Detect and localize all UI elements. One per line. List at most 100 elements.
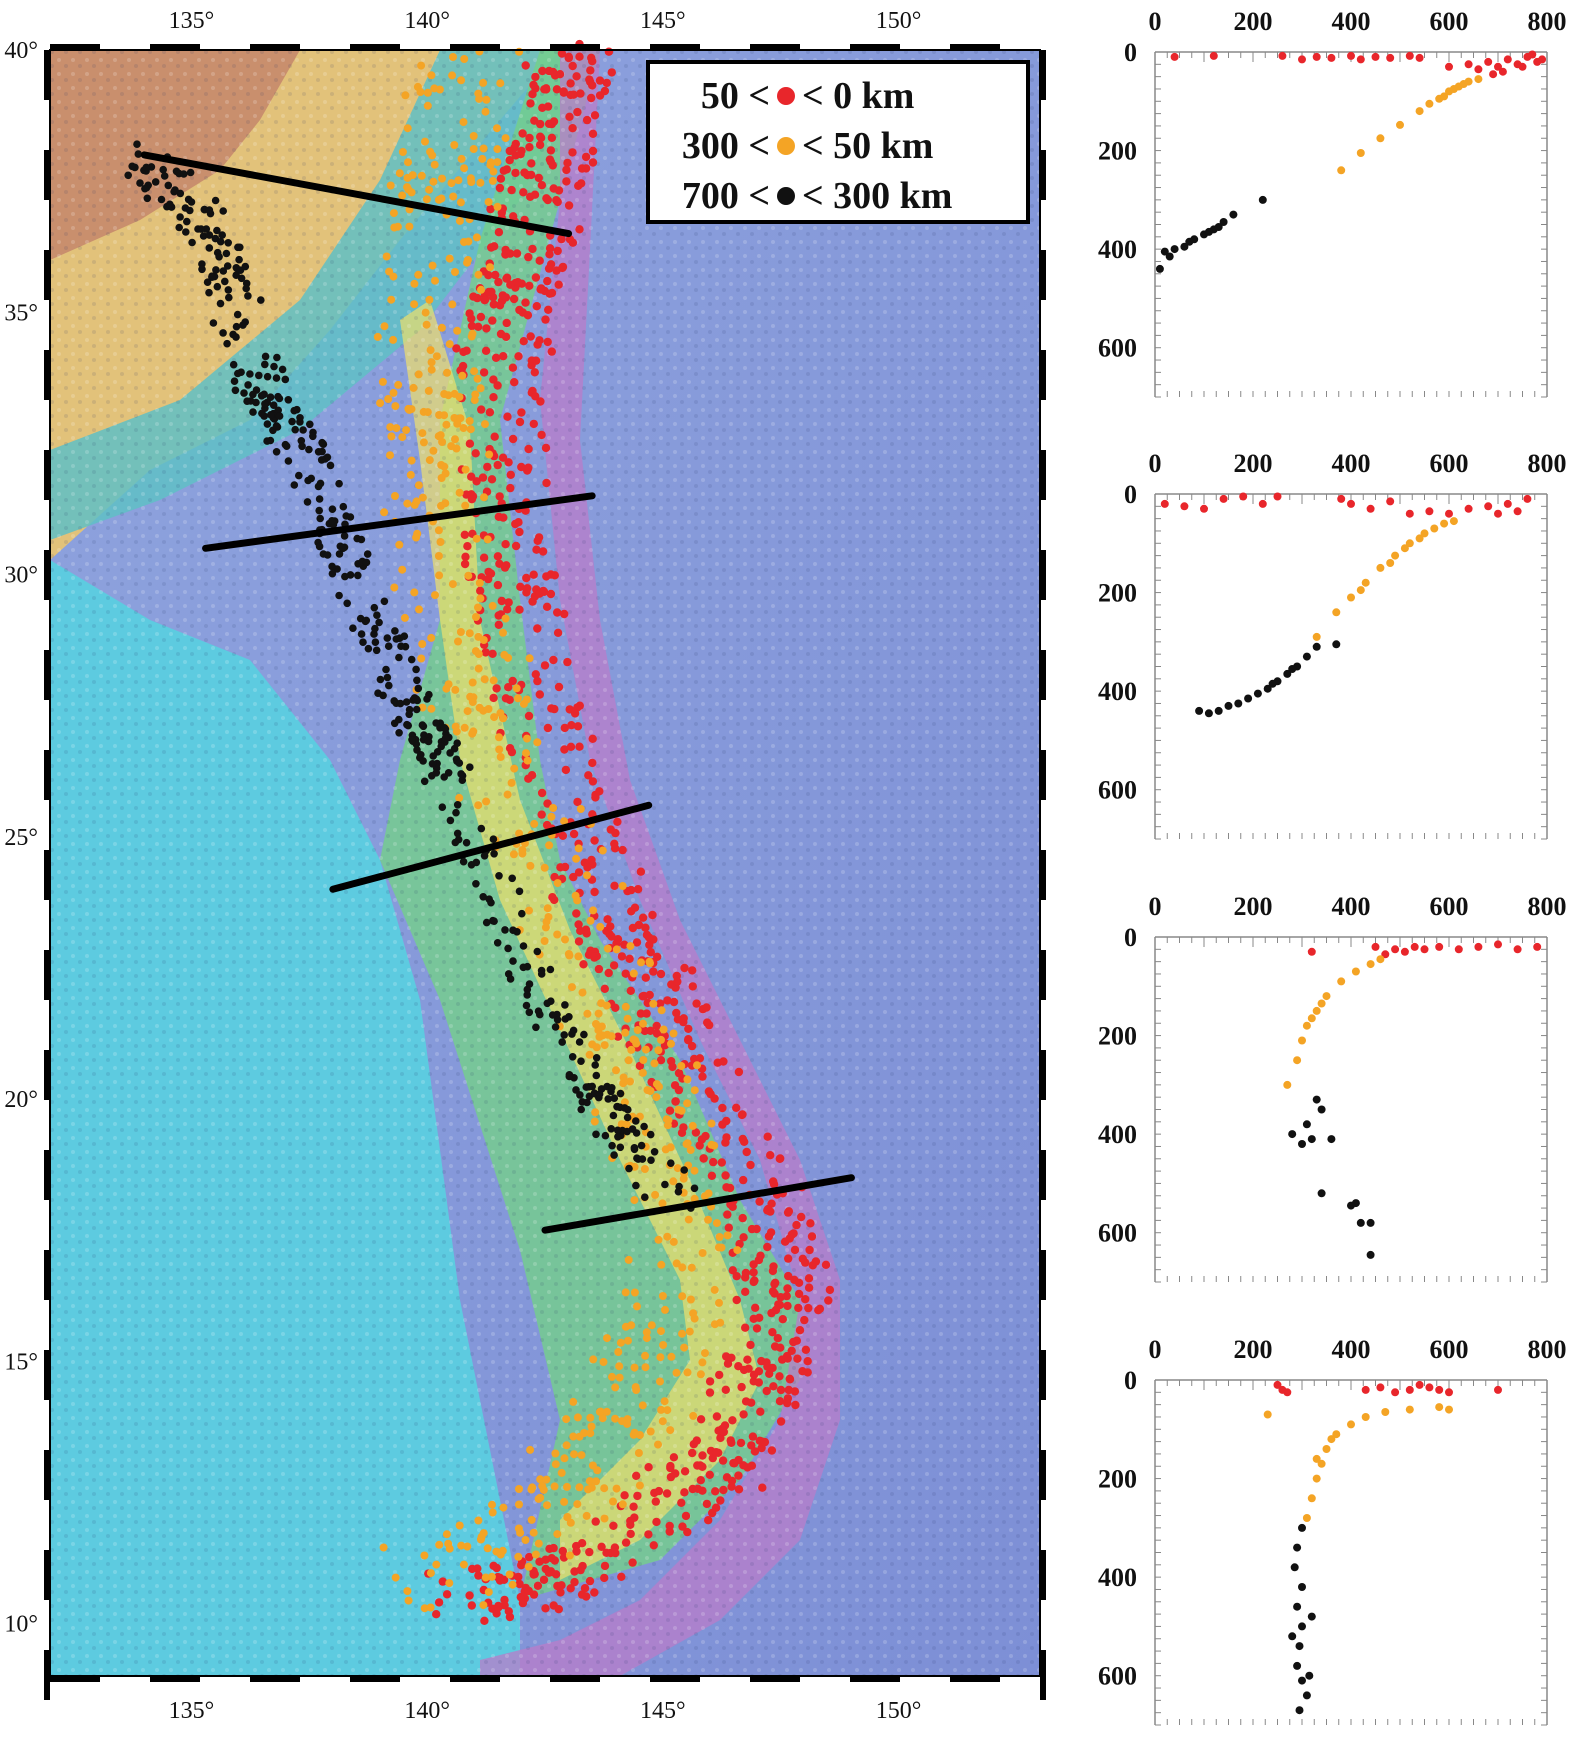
epicenter-dot	[565, 53, 573, 61]
epicenter-dot	[783, 1302, 791, 1310]
legend-marker	[777, 87, 795, 105]
lat-tick-label: 25°	[4, 825, 38, 851]
epicenter-dot	[802, 1346, 810, 1354]
epicenter-dot	[234, 370, 242, 378]
epicenter-dot	[373, 647, 381, 655]
epicenter-dot	[631, 1144, 639, 1152]
epicenter-dot	[792, 1221, 800, 1229]
legend-left-label: 700 <	[682, 175, 770, 217]
y-tick-label: 200	[1098, 1022, 1137, 1051]
epicenter-dot	[384, 395, 392, 403]
epicenter-dot	[572, 1086, 580, 1094]
section-point	[1416, 107, 1424, 115]
epicenter-dot	[699, 1154, 707, 1162]
section-point	[1435, 943, 1443, 951]
epicenter-dot	[596, 91, 604, 99]
epicenter-dot	[393, 635, 401, 643]
epicenter-dot	[664, 1116, 672, 1124]
epicenter-dot	[673, 1369, 681, 1377]
epicenter-dot	[741, 1324, 749, 1332]
epicenter-dot	[476, 704, 484, 712]
border-segment	[1040, 1550, 1046, 1600]
epicenter-dot	[723, 1210, 731, 1218]
epicenter-dot	[424, 89, 432, 97]
epicenter-dot	[800, 1316, 808, 1324]
section-point	[1494, 1386, 1502, 1394]
epicenter-dot	[481, 296, 489, 304]
epicenter-dot	[591, 1061, 599, 1069]
epicenter-dot	[482, 1574, 490, 1582]
epicenter-dot	[496, 492, 504, 500]
epicenter-dot	[646, 1027, 654, 1035]
epicenter-dot	[630, 970, 638, 978]
epicenter-dot	[661, 1397, 669, 1405]
epicenter-dot	[503, 319, 511, 327]
epicenter-dot	[505, 598, 513, 606]
x-tick-label: 600	[1430, 7, 1469, 36]
section-point	[1337, 977, 1345, 985]
epicenter-dot	[230, 361, 238, 369]
epicenter-dot	[327, 462, 335, 470]
epicenter-dot	[652, 1093, 660, 1101]
epicenter-dot	[159, 166, 167, 174]
epicenter-dot	[689, 982, 697, 990]
epicenter-dot	[737, 1383, 745, 1391]
epicenter-dot	[586, 1051, 594, 1059]
epicenter-dot	[401, 632, 409, 640]
depth-panel: 0 200 400 600 8000200400600	[1098, 449, 1567, 839]
epicenter-dot	[518, 129, 526, 137]
epicenter-dot	[493, 124, 501, 132]
epicenter-dot	[524, 253, 532, 261]
epicenter-dot	[801, 1295, 809, 1303]
epicenter-dot	[575, 225, 583, 233]
epicenter-dot	[718, 1120, 726, 1128]
epicenter-dot	[509, 926, 517, 934]
epicenter-dot	[232, 333, 240, 341]
section-point	[1313, 1475, 1321, 1483]
epicenter-dot	[608, 1142, 616, 1150]
epicenter-dot	[276, 395, 284, 403]
epicenter-dot	[576, 927, 584, 935]
epicenter-dot	[680, 964, 688, 972]
epicenter-dot	[656, 1378, 664, 1386]
epicenter-dot	[600, 1484, 608, 1492]
epicenter-dot	[405, 1597, 413, 1605]
epicenter-dot	[448, 179, 456, 187]
section-point	[1288, 665, 1296, 673]
section-point	[1313, 1007, 1321, 1015]
section-point	[1313, 633, 1321, 641]
epicenter-dot	[460, 118, 468, 126]
border-segment	[44, 250, 50, 300]
epicenter-dot	[161, 172, 169, 180]
epicenter-dot	[681, 1467, 689, 1475]
epicenter-dot	[541, 1604, 549, 1612]
epicenter-dot	[498, 597, 506, 605]
section-point	[1416, 54, 1424, 62]
epicenter-dot	[420, 1552, 428, 1560]
epicenter-dot	[329, 570, 337, 578]
epicenter-dot	[291, 481, 299, 489]
epicenter-dot	[573, 108, 581, 116]
epicenter-dot	[510, 295, 518, 303]
epicenter-dot	[186, 207, 194, 215]
epicenter-dot	[753, 1324, 761, 1332]
epicenter-dot	[381, 322, 389, 330]
epicenter-dot	[718, 1104, 726, 1112]
epicenter-dot	[559, 832, 567, 840]
epicenter-dot	[479, 893, 487, 901]
epicenter-dot	[524, 464, 532, 472]
epicenter-dot	[719, 1057, 727, 1065]
epicenter-dot	[532, 357, 540, 365]
x-tick-label: 200	[1234, 892, 1273, 921]
epicenter-dot	[678, 1107, 686, 1115]
y-tick-label: 600	[1098, 1219, 1137, 1248]
epicenter-dot	[661, 1181, 669, 1189]
epicenter-dot	[516, 583, 524, 591]
epicenter-dot	[625, 1056, 633, 1064]
epicenter-dot	[401, 91, 409, 99]
section-point	[1376, 564, 1384, 572]
epicenter-dot	[589, 906, 597, 914]
epicenter-dot	[389, 336, 397, 344]
epicenter-dot	[595, 1010, 603, 1018]
